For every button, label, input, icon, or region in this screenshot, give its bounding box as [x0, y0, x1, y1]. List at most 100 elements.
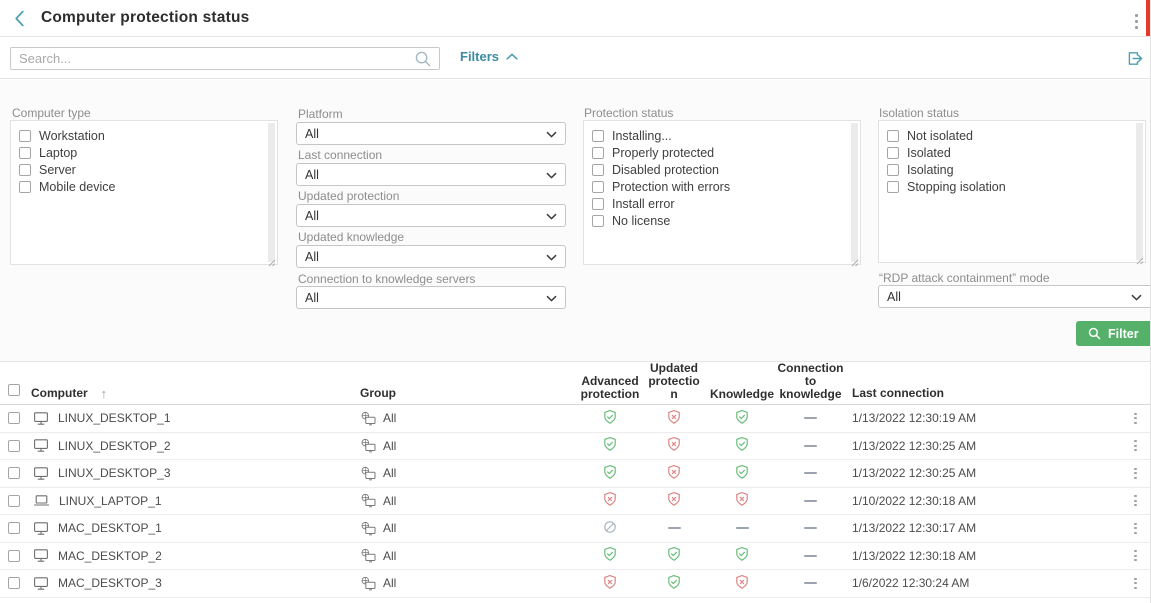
row-checkbox[interactable]: [8, 439, 20, 452]
resize-grip-icon[interactable]: [850, 254, 859, 267]
column-header-connection-to-knowledge: Connection to knowledge: [777, 361, 844, 401]
header-kebab-menu-icon[interactable]: [1133, 12, 1140, 31]
row-checkbox[interactable]: [8, 467, 20, 480]
computer-name[interactable]: LINUX_DESKTOP_2: [58, 438, 171, 453]
row-menu-kebab-icon[interactable]: [1120, 548, 1151, 563]
scrollbar[interactable]: [1136, 123, 1143, 260]
group-icon: [360, 493, 377, 508]
knowledge-shield-error-icon: [734, 574, 750, 593]
back-icon[interactable]: [14, 9, 28, 27]
checkbox-item-isolating[interactable]: Isolating: [887, 161, 1145, 178]
row-menu-kebab-icon[interactable]: [1120, 521, 1151, 536]
row-checkbox[interactable]: [8, 577, 20, 590]
updated-protection-shield-error-icon: [666, 491, 682, 510]
isolation-status-label: Isolation status: [879, 106, 960, 120]
group-name[interactable]: All: [383, 411, 397, 426]
computer-name[interactable]: LINUX_LAPTOP_1: [59, 493, 162, 508]
checkbox[interactable]: [19, 129, 31, 142]
filters-toggle[interactable]: Filters: [460, 49, 518, 64]
checkbox[interactable]: [592, 146, 604, 159]
row-menu-kebab-icon[interactable]: [1120, 438, 1151, 453]
desktop-icon: [33, 411, 49, 426]
sort-ascending-icon: ↑: [100, 386, 108, 401]
group-name[interactable]: All: [383, 576, 397, 591]
column-header-group: Group: [360, 386, 396, 400]
checkbox-item-isolated[interactable]: Isolated: [887, 144, 1145, 161]
checkbox[interactable]: [887, 146, 899, 159]
resize-grip-icon[interactable]: [1135, 252, 1144, 265]
checkbox-item-laptop[interactable]: Laptop: [19, 144, 277, 161]
advanced-protection-shield-error-icon: [602, 491, 618, 510]
checkbox-item-stopping-isolation[interactable]: Stopping isolation: [887, 178, 1145, 195]
computer-name[interactable]: LINUX_DESKTOP_3: [58, 466, 171, 481]
platform-select-wrap: All: [296, 122, 566, 145]
advanced-protection-shield-check-icon: [602, 546, 618, 565]
group-name[interactable]: All: [383, 466, 397, 481]
scrollbar[interactable]: [268, 123, 275, 262]
knowledge-shield-check-icon: [734, 409, 750, 428]
search-icon[interactable]: [414, 50, 432, 68]
checkbox-item-install-error[interactable]: Install error: [592, 195, 860, 212]
checkbox[interactable]: [19, 180, 31, 193]
checkbox[interactable]: [19, 163, 31, 176]
checkbox[interactable]: [19, 146, 31, 159]
row-menu-kebab-icon[interactable]: [1120, 411, 1151, 426]
checkbox[interactable]: [592, 214, 604, 227]
checkbox[interactable]: [592, 163, 604, 176]
column-header-computer[interactable]: Computer ↑: [31, 386, 108, 401]
platform-select[interactable]: All: [297, 123, 565, 144]
row-checkbox[interactable]: [8, 494, 20, 507]
checkbox-item-not-isolated[interactable]: Not isolated: [887, 127, 1145, 144]
group-name[interactable]: All: [383, 438, 397, 453]
checkbox[interactable]: [887, 180, 899, 193]
desktop-icon: [33, 548, 49, 563]
checkbox[interactable]: [592, 180, 604, 193]
scrollbar[interactable]: [851, 123, 858, 262]
row-checkbox[interactable]: [8, 522, 20, 535]
checkbox-item-properly-protected[interactable]: Properly protected: [592, 144, 860, 161]
checkbox-item-server[interactable]: Server: [19, 161, 277, 178]
computer-name[interactable]: MAC_DESKTOP_3: [58, 576, 162, 591]
checkbox-item-protection-with-errors[interactable]: Protection with errors: [592, 178, 860, 195]
computer-type-label: Computer type: [12, 106, 91, 120]
export-icon[interactable]: [1123, 47, 1145, 69]
computer-name[interactable]: MAC_DESKTOP_1: [58, 521, 162, 536]
checkbox-item-installing[interactable]: Installing...: [592, 127, 860, 144]
select-all-checkbox[interactable]: [8, 384, 20, 396]
desktop-icon: [33, 438, 49, 453]
isolation-status-listbox: Not isolated Isolated Isolating Stopping…: [878, 120, 1146, 265]
search-input[interactable]: [11, 51, 414, 66]
group-name[interactable]: All: [383, 548, 397, 563]
group-name[interactable]: All: [383, 493, 397, 508]
resize-grip-icon[interactable]: [267, 254, 276, 267]
checkbox-item-workstation[interactable]: Workstation: [19, 127, 277, 144]
checkbox[interactable]: [887, 129, 899, 142]
group-name[interactable]: All: [383, 521, 397, 536]
computer-name[interactable]: MAC_DESKTOP_2: [58, 548, 162, 563]
last-connection-select[interactable]: All: [297, 164, 565, 185]
advanced-protection-shield-error-icon: [602, 574, 618, 593]
checkbox[interactable]: [592, 197, 604, 210]
filters-label: Filters: [460, 49, 500, 64]
rdp-mode-select[interactable]: All: [879, 286, 1150, 307]
row-checkbox[interactable]: [8, 412, 20, 425]
knowledge-shield-check-icon: [734, 436, 750, 455]
checkbox[interactable]: [592, 129, 604, 142]
checkbox-item-mobile-device[interactable]: Mobile device: [19, 178, 277, 195]
checkbox-item-no-license[interactable]: No license: [592, 212, 860, 229]
checkbox-item-disabled-protection[interactable]: Disabled protection: [592, 161, 860, 178]
row-menu-kebab-icon[interactable]: [1120, 576, 1151, 591]
updated-protection-shield-check-icon: [666, 546, 682, 565]
connection-to-knowledge-none-dash: [804, 417, 817, 420]
column-header-advanced-protection: Advanced protection: [580, 374, 640, 401]
row-menu-kebab-icon[interactable]: [1120, 493, 1151, 508]
row-checkbox[interactable]: [8, 549, 20, 562]
checkbox[interactable]: [887, 163, 899, 176]
updated-protection-select[interactable]: All: [297, 205, 565, 226]
row-menu-kebab-icon[interactable]: [1120, 466, 1151, 481]
filter-button[interactable]: Filter: [1076, 321, 1151, 346]
connection-knowledge-servers-select[interactable]: All: [297, 287, 565, 308]
updated-knowledge-select[interactable]: All: [297, 246, 565, 267]
computer-name[interactable]: LINUX_DESKTOP_1: [58, 411, 171, 426]
table-row: MAC_DESKTOP_3 All 1/6/2022 12:30:24 AM: [0, 570, 1151, 598]
